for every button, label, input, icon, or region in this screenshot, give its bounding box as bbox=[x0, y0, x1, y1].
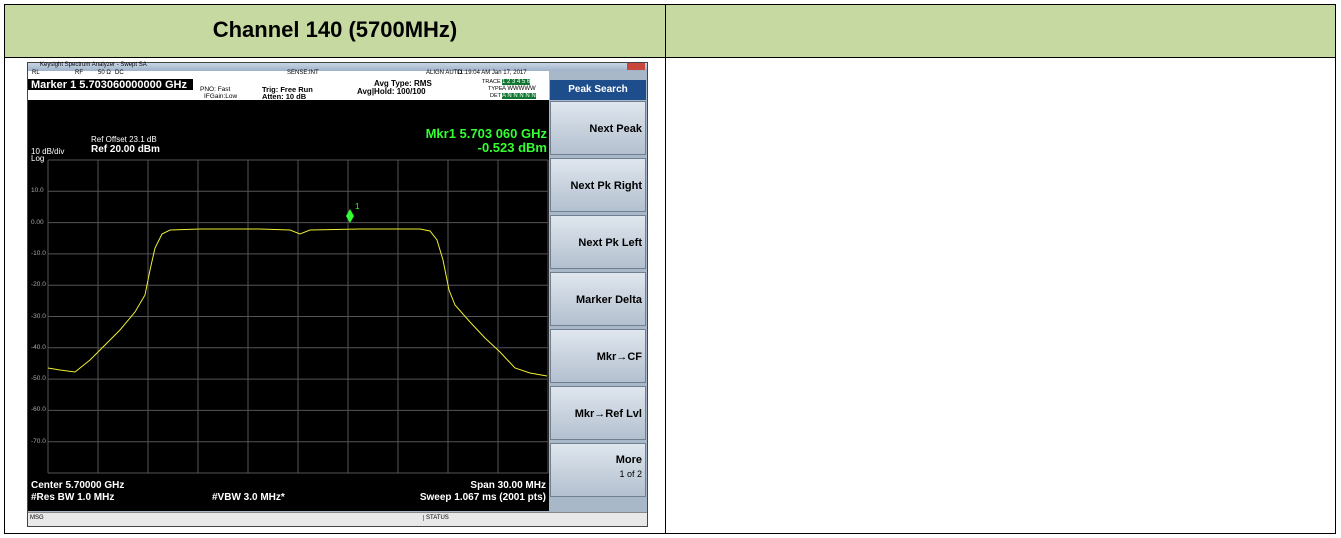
type-val: A WWWWW bbox=[502, 86, 536, 92]
marker-id: 1 bbox=[355, 202, 360, 211]
window-title: Keysight Spectrum Analyzer - Swept SA bbox=[40, 62, 147, 68]
avg-hold: Avg|Hold: 100/100 bbox=[357, 87, 426, 96]
y-label: -50.0 bbox=[31, 375, 46, 383]
status: STATUS bbox=[423, 515, 449, 521]
status-item: ALIGN AUTO bbox=[426, 70, 462, 76]
vbw: #VBW 3.0 MHz* bbox=[212, 492, 285, 503]
atten: Atten: 10 dB bbox=[262, 92, 307, 101]
trig: Trig: Free Run bbox=[262, 85, 313, 94]
softkey[interactable]: More 1 of 2 bbox=[550, 443, 646, 497]
y-label: -30.0 bbox=[31, 312, 46, 320]
marker-level: -0.523 dBm bbox=[477, 140, 547, 155]
display bbox=[28, 100, 549, 511]
trace-nums: 1 2 3 4 5 6 bbox=[502, 79, 531, 85]
marker-freq: Mkr1 5.703 060 GHz bbox=[425, 126, 547, 141]
trace-label: TRACE bbox=[482, 79, 501, 85]
marker-readout: Marker 1 5.703060000000 GHz bbox=[28, 79, 193, 91]
status-item: 11:19:04 AM Jan 17, 2017 bbox=[457, 70, 527, 76]
softkey[interactable]: Mkr→CF bbox=[550, 329, 646, 383]
y-label: -60.0 bbox=[31, 406, 46, 414]
trace bbox=[47, 228, 548, 377]
status-item: DC bbox=[115, 70, 124, 76]
softkey-label: More bbox=[615, 454, 642, 466]
ref-offset: Ref Offset 23.1 dB bbox=[91, 135, 157, 144]
softkey[interactable]: Next Pk Left bbox=[550, 215, 646, 269]
softkey[interactable]: Marker Delta bbox=[550, 272, 646, 326]
header-title: Channel 140 (5700MHz) bbox=[212, 17, 458, 42]
softkey-label: Next Peak bbox=[589, 123, 642, 135]
det-label: DET bbox=[490, 93, 501, 99]
window-close[interactable] bbox=[627, 63, 645, 70]
softkey[interactable]: Next Pk Right bbox=[550, 158, 646, 212]
table-border bbox=[4, 4, 1336, 534]
status-item: 50 Ω bbox=[98, 70, 111, 76]
y-label: 10.0 bbox=[31, 187, 44, 195]
softkey[interactable]: Mkr→Ref Lvl bbox=[550, 386, 646, 440]
status-item: RF bbox=[75, 70, 83, 76]
header-right bbox=[666, 5, 1335, 58]
y-label: 0.00 bbox=[31, 218, 44, 226]
softkey-label: Mkr→CF bbox=[596, 351, 642, 363]
softkey-label: Next Pk Left bbox=[578, 237, 642, 249]
status-bar bbox=[28, 512, 647, 526]
softkey-label: Mkr→Ref Lvl bbox=[574, 408, 642, 420]
center: Center 5.70000 GHz bbox=[31, 480, 125, 491]
ifgain: IFGain:Low bbox=[204, 93, 238, 100]
avg-type: Avg Type: RMS bbox=[374, 79, 432, 88]
y-label: -40.0 bbox=[31, 343, 46, 351]
softkey-label: Marker Delta bbox=[575, 294, 642, 306]
softkey[interactable]: Next Peak bbox=[550, 101, 646, 155]
ref-level: Ref 20.00 dBm bbox=[91, 144, 160, 155]
title-bar bbox=[28, 63, 647, 71]
res-bw: #Res BW 1.0 MHz bbox=[31, 492, 115, 503]
scale: 10 dB/div bbox=[31, 147, 65, 156]
log: Log bbox=[31, 154, 45, 163]
body-divider bbox=[665, 57, 666, 534]
marker-diamond bbox=[346, 209, 354, 223]
y-label: -20.0 bbox=[31, 281, 46, 289]
header-left bbox=[5, 5, 666, 58]
status-item: RL bbox=[32, 70, 40, 76]
y-label: -10.0 bbox=[31, 249, 46, 257]
span: Span 30.00 MHz bbox=[470, 480, 546, 491]
type-label: TYPE bbox=[488, 86, 503, 92]
det-val: A N N N N N bbox=[502, 93, 536, 99]
msg: MSG bbox=[30, 515, 44, 521]
pno: PNO: Fast bbox=[200, 86, 231, 93]
softkey-sub: 1 of 2 bbox=[619, 469, 642, 479]
menu-title: Peak Search bbox=[550, 80, 646, 100]
status-item: SENSE:INT bbox=[287, 70, 319, 76]
y-label: -70.0 bbox=[31, 437, 46, 445]
softkey-label: Next Pk Right bbox=[570, 180, 642, 192]
sweep: Sweep 1.067 ms (2001 pts) bbox=[419, 492, 546, 503]
